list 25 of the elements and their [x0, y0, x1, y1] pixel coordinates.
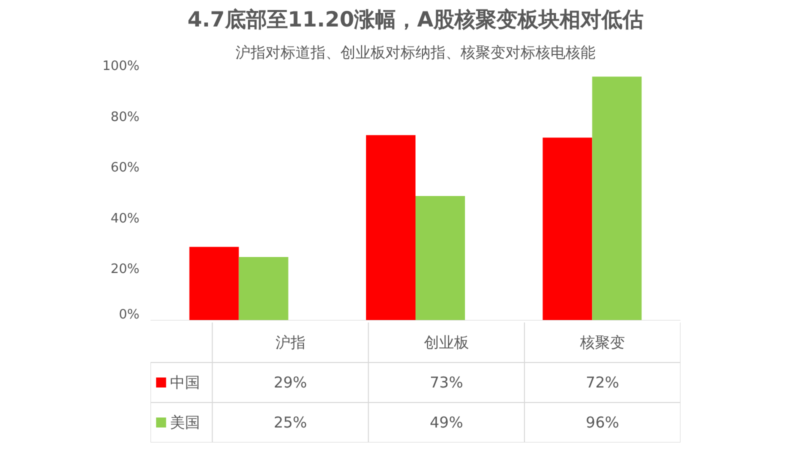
x-tick-label: 核聚变 [578, 334, 625, 352]
x-tick-label: 创业板 [424, 334, 469, 352]
y-tick-label: 80% [110, 110, 140, 125]
y-tick-label: 100% [102, 59, 140, 74]
data-label: 49% [430, 414, 464, 432]
chart-title: 4.7底部至11.20涨幅，A股核聚变板块相对低估 [188, 8, 644, 32]
data-label: 29% [274, 374, 308, 392]
bar [366, 135, 416, 320]
y-tick-label: 60% [110, 160, 140, 176]
y-tick-label: 0% [118, 308, 140, 322]
chart-subtitle: 沪指对标道指、创业板对标纳指、核聚变对标核电核能 [236, 44, 596, 62]
legend-label: 美国 [170, 414, 200, 432]
bar [416, 196, 465, 320]
bar [592, 76, 642, 320]
bar [542, 138, 592, 320]
legend-label: 中国 [170, 374, 200, 392]
bar [189, 246, 239, 320]
data-label: 25% [274, 414, 308, 432]
data-label: 73% [430, 374, 464, 392]
y-tick-label: 20% [110, 262, 140, 278]
data-label: 72% [586, 374, 620, 392]
y-tick-label: 40% [110, 211, 140, 226]
data-label: 96% [586, 414, 620, 432]
bar [238, 257, 288, 320]
x-tick-label: 沪指 [275, 334, 306, 352]
